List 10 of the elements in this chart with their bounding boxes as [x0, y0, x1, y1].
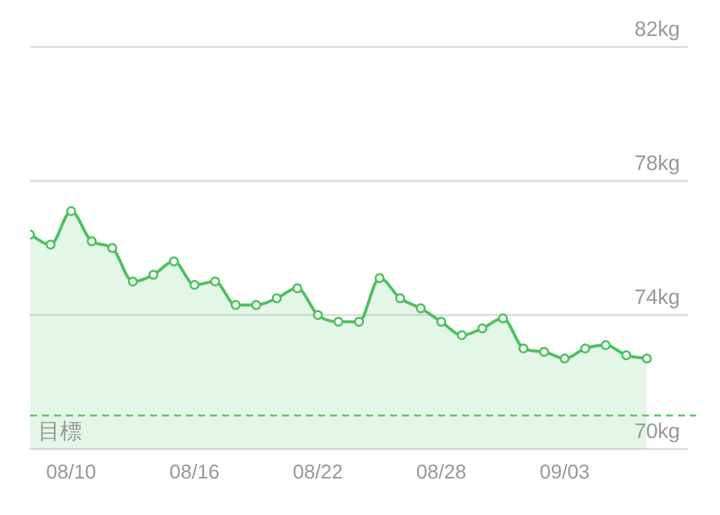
y-tick-label: 78kg [634, 152, 680, 175]
y-tick-label: 82kg [634, 18, 680, 41]
x-tick-label: 09/03 [540, 462, 590, 484]
x-tick-label: 08/16 [169, 462, 220, 484]
x-tick-label: 08/22 [292, 462, 343, 484]
y-tick-label: 74kg [634, 286, 680, 309]
x-tick-label: 08/10 [46, 462, 96, 484]
y-tick-label: 70kg [634, 420, 680, 443]
ref-line-label: 目標 [38, 418, 82, 444]
x-tick-label: 08/28 [416, 462, 466, 484]
